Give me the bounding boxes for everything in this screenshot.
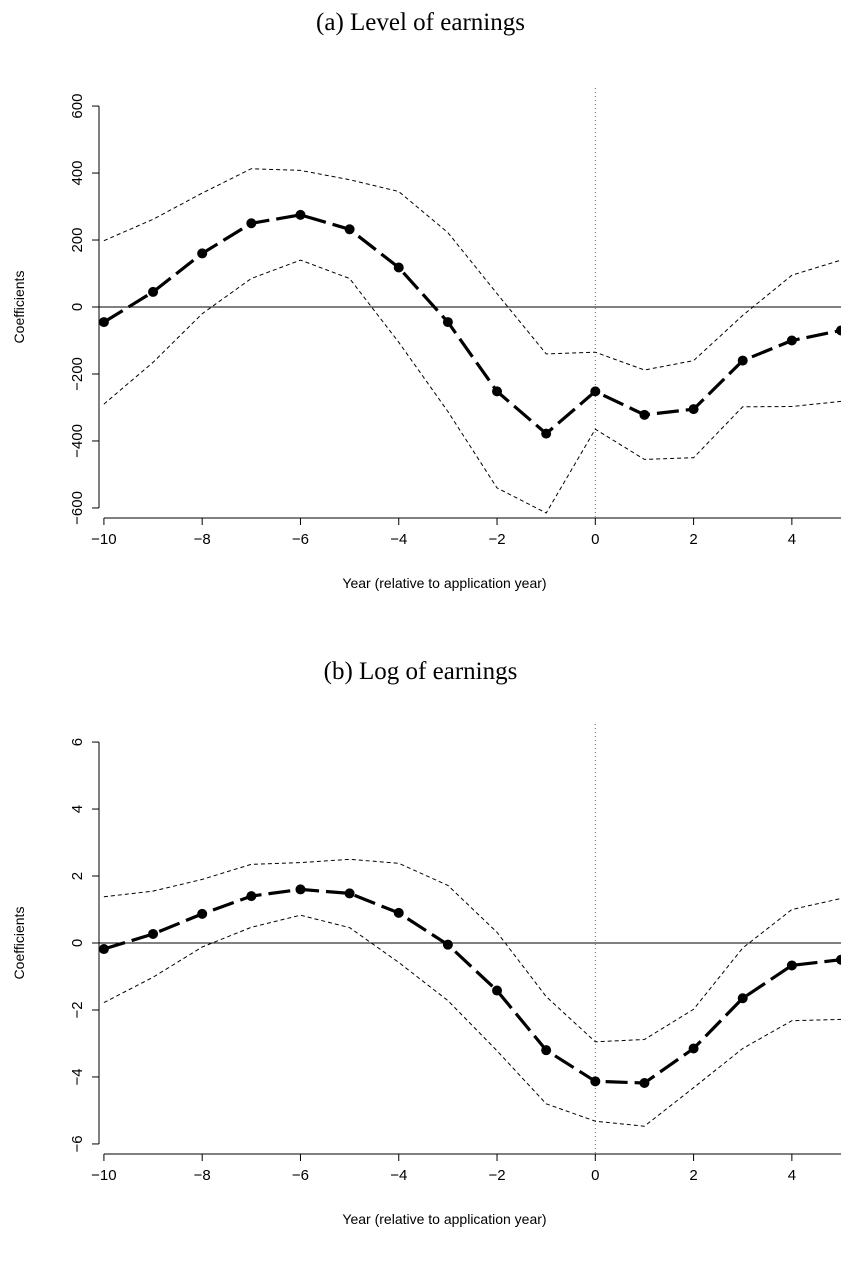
c0-x-tick-label: 2 xyxy=(689,531,697,548)
c1-estimate-point xyxy=(492,985,503,996)
c1-estimate-point xyxy=(737,993,748,1004)
c0-x-axis-label: Year (relative to application year) xyxy=(342,575,546,591)
c1-ci-lower-line xyxy=(103,914,841,1127)
c1-estimate-point xyxy=(295,884,306,895)
c0-estimate-point xyxy=(492,386,503,397)
c1-estimate-point xyxy=(786,960,797,971)
c0-x-tick-label: 4 xyxy=(788,531,796,548)
c1-x-tick-label: 2 xyxy=(689,1167,697,1184)
c1-estimate-point xyxy=(246,891,257,902)
c0-y-tick-label: −200 xyxy=(69,357,86,391)
c1-y-tick-label: 6 xyxy=(69,738,86,746)
c0-estimate-line xyxy=(103,213,841,436)
c1-estimate-point xyxy=(344,888,355,899)
c0-x-tick-label: −4 xyxy=(390,531,407,548)
c1-x-tick-label: −8 xyxy=(194,1167,211,1184)
c0-estimate-point xyxy=(344,224,355,235)
c1-y-tick-label: 4 xyxy=(69,805,86,813)
c1-estimate-point xyxy=(393,907,404,918)
c0-estimate-point xyxy=(197,248,208,259)
chart-title-log: (b) Log of earnings xyxy=(323,658,518,685)
c1-estimate-point xyxy=(541,1045,552,1056)
c0-estimate-point xyxy=(688,404,699,415)
c1-x-tick-label: −6 xyxy=(292,1167,309,1184)
c1-x-tick-label: −4 xyxy=(390,1167,407,1184)
c1-estimate-point xyxy=(590,1076,601,1087)
c1-x-tick-label: −10 xyxy=(91,1167,116,1184)
chart-level-of-earnings: −600 −400 −200 0 200 400 600 −10 −8 −6 −4 −2 0 2 4 Year… xyxy=(11,88,841,591)
c1-estimate-point xyxy=(688,1043,699,1054)
c1-y-axis-label: Coefficients xyxy=(11,907,27,980)
c0-y-tick-label: −600 xyxy=(69,491,86,525)
c1-x-axis-label: Year (relative to application year) xyxy=(342,1211,546,1227)
c0-x-tick-label: 0 xyxy=(591,531,599,548)
chart-title-level: (a) Level of earnings xyxy=(316,9,525,36)
c0-x-tick-label: −2 xyxy=(488,531,505,548)
c1-y-tick-label: −4 xyxy=(69,1068,86,1085)
c1-estimate-point xyxy=(442,939,453,950)
c1-x-tick-label: −2 xyxy=(488,1167,505,1184)
c0-y-tick-label: −400 xyxy=(69,424,86,458)
c1-estimate-point xyxy=(148,928,159,939)
c0-estimate-point xyxy=(836,325,841,336)
c0-estimate-point xyxy=(442,317,453,328)
c0-estimate-point xyxy=(148,286,159,297)
c1-y-tick-label: 2 xyxy=(69,872,86,880)
c1-ci-upper-line xyxy=(103,858,841,1043)
c0-y-axis-label: Coefficients xyxy=(11,271,27,344)
c1-x-tick-label: 4 xyxy=(788,1167,796,1184)
c0-estimate-point xyxy=(295,209,306,220)
c1-estimate-point xyxy=(836,954,841,965)
c0-estimate-point xyxy=(393,262,404,273)
c0-x-tick-label: −10 xyxy=(91,531,116,548)
c0-estimate-point xyxy=(590,386,601,397)
c0-y-tick-label: 400 xyxy=(69,161,86,186)
c0-ci-lower-line xyxy=(103,259,841,514)
c0-ci-upper-line xyxy=(103,168,841,371)
c0-x-tick-label: −8 xyxy=(194,531,211,548)
c0-y-tick-label: 600 xyxy=(69,94,86,119)
c0-x-tick-label: −6 xyxy=(292,531,309,548)
c0-estimate-point xyxy=(98,317,109,328)
c0-estimate-point xyxy=(541,428,552,439)
c1-y-tick-label: −2 xyxy=(69,1001,86,1018)
c1-estimate-point xyxy=(98,944,109,955)
c1-y-tick-label: 0 xyxy=(69,939,86,947)
c1-y-tick-label: −6 xyxy=(69,1135,86,1152)
c1-x-tick-label: 0 xyxy=(591,1167,599,1184)
c0-estimate-point xyxy=(639,409,650,420)
c0-y-tick-label: 200 xyxy=(69,228,86,253)
c0-estimate-point xyxy=(786,335,797,346)
c1-estimate-line xyxy=(103,887,841,1085)
c0-estimate-point xyxy=(246,218,257,229)
c1-estimate-point xyxy=(639,1077,650,1088)
c0-estimate-point xyxy=(737,355,748,366)
c0-y-tick-label: 0 xyxy=(69,303,86,311)
c1-estimate-point xyxy=(197,908,208,919)
